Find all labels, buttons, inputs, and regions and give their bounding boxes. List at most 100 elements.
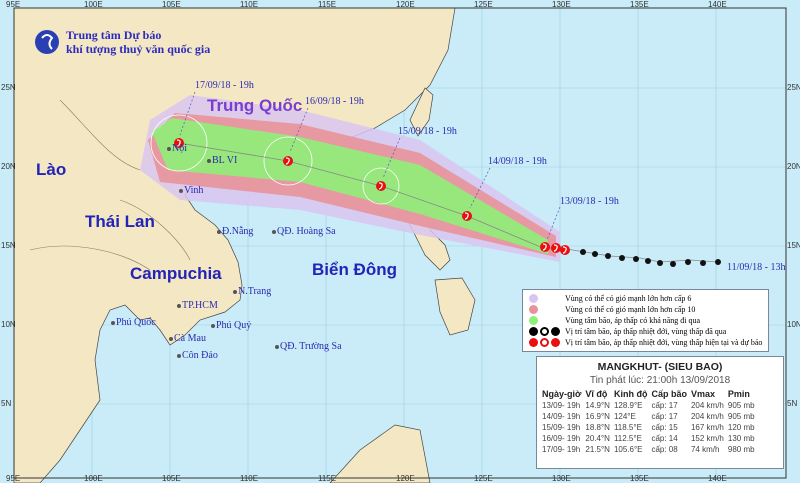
place-marker xyxy=(111,321,115,325)
table-cell: 21.5°N xyxy=(585,445,610,454)
place-label: Vinh xyxy=(184,185,204,196)
axis-bottom-label: 100E xyxy=(84,474,103,483)
place-marker xyxy=(177,354,181,358)
table-cell: cấp: 17 xyxy=(651,401,678,410)
table-cell: 14.9°N xyxy=(585,401,610,410)
past-storm-position-icon xyxy=(670,261,676,267)
axis-bottom-label: 130E xyxy=(552,474,571,483)
past-storm-position-icon xyxy=(619,255,625,261)
table-cell: 204 km/h xyxy=(690,412,724,421)
table-cell: 120 mb xyxy=(727,423,755,432)
label-bien-dong: Biển Đông xyxy=(312,260,397,279)
zone10-swatch xyxy=(529,305,538,314)
past-storm-position-icon xyxy=(592,251,598,257)
place-marker xyxy=(272,230,276,234)
table-cell: 118.5°E xyxy=(613,423,642,432)
axis-top-label: 120E xyxy=(396,0,415,9)
past-storm-position-icon xyxy=(605,253,611,259)
table-cell: 105.6°E xyxy=(613,445,643,454)
label-thai-lan: Thái Lan xyxy=(85,212,155,231)
table-cell: 204 km/h xyxy=(690,401,724,410)
axis-top-label: 140E xyxy=(708,0,727,9)
axis-right-label: 25N xyxy=(787,83,800,92)
place-marker xyxy=(167,147,171,151)
logo-emblem xyxy=(35,30,59,54)
axis-top-label: 105E xyxy=(162,0,181,9)
legend-label: Vùng tâm bão, áp thấp có khả năng đi qua xyxy=(565,316,701,325)
place-marker xyxy=(233,290,237,294)
place-marker xyxy=(179,189,183,193)
place-label: BL VI xyxy=(212,155,238,166)
forecast-table: Ngày-giờ Vĩ độ Kinh độ Cấp bão Vmax Pmin 13/09… xyxy=(542,389,759,455)
table-cell: 130 mb xyxy=(727,434,755,443)
past-storm-icons xyxy=(529,327,565,336)
zone6-swatch xyxy=(529,294,538,303)
legend-label: Vị trí tâm bão, áp thấp nhiệt đới, vùng … xyxy=(565,327,727,336)
center-swatch xyxy=(529,316,538,325)
track-date-label: 16/09/18 - 19h xyxy=(305,96,364,107)
legend-label: Vùng có thể có gió mạnh lớn hơn cấp 6 xyxy=(565,294,692,303)
column-header: Vĩ độ xyxy=(585,389,608,399)
track-date-label: 17/09/18 - 19h xyxy=(195,80,254,91)
track-date-label: 13/09/18 - 19h xyxy=(560,196,619,207)
table-cell: cấp: 08 xyxy=(651,445,678,454)
place-marker xyxy=(169,337,173,341)
place-label: Côn Đảo xyxy=(182,350,218,361)
storm-name: MANGKHUT- (SIEU BAO) xyxy=(597,361,723,373)
storm-position-icon xyxy=(560,245,570,255)
past-storm-position-icon xyxy=(657,260,663,266)
axis-bottom-label: 115E xyxy=(318,474,337,483)
past-storm-position-icon xyxy=(685,259,691,265)
place-marker xyxy=(207,159,211,163)
table-cell: 20.4°N xyxy=(585,434,610,443)
table-row: 14/09- 19h 16.9°N 124°E cấp: 17 204 km/h 905 … xyxy=(542,411,759,422)
column-header: Ngày-giờ xyxy=(542,389,582,399)
table-cell: 980 mb xyxy=(727,445,755,454)
table-cell: 167 km/h xyxy=(690,423,724,432)
legend-label: Vùng có thể có gió mạnh lớn hơn cấp 10 xyxy=(565,305,696,314)
table-cell: 14/09- 19h xyxy=(542,412,581,421)
axis-right-label: 5N xyxy=(787,399,798,408)
axis-top-label: 110E xyxy=(240,0,259,9)
label-lao: Lào xyxy=(36,160,67,179)
past-storm-position-icon xyxy=(580,249,586,255)
axis-top-label: 100E xyxy=(84,0,103,9)
logo: Trung tâm Dự báo khí tượng thuỷ văn quốc … xyxy=(34,28,210,56)
legend-label: Vị trí tâm bão, áp thấp nhiệt đới, vùng … xyxy=(565,338,763,347)
axis-top-label: 135E xyxy=(630,0,649,9)
org-line2: khí tượng thuỷ văn quốc gia xyxy=(66,42,211,56)
axis-left-label: 10N xyxy=(1,320,16,329)
land-visayas xyxy=(434,277,476,336)
place-label: Phú Quốc xyxy=(116,317,156,328)
zone-tam-bao xyxy=(152,118,548,254)
table-row: 16/09- 19h 20.4°N 112.5°E cấp: 14 152 km/h 13… xyxy=(542,433,759,444)
axis-top-label: 130E xyxy=(552,0,571,9)
axis-bottom-label: 105E xyxy=(162,474,181,483)
column-header: Cấp bão xyxy=(651,389,687,399)
table-cell: 905 mb xyxy=(727,401,755,410)
storm-position-icon xyxy=(540,242,550,252)
place-marker xyxy=(211,324,215,328)
axis-right-label: 10N xyxy=(787,320,800,329)
axis-left-label: 25N xyxy=(1,83,16,92)
axis-right-label: 15N xyxy=(787,241,800,250)
place-marker xyxy=(217,230,221,234)
table-cell: 15/09- 19h xyxy=(542,423,581,432)
table-cell: 124°E xyxy=(613,412,636,421)
storm-position-icon xyxy=(376,181,386,191)
table-row: 15/09- 19h 18.8°N 118.5°E cấp: 15 167 km/h 12… xyxy=(542,422,759,433)
org-line1: Trung tâm Dự báo xyxy=(66,28,162,42)
storm-position-icon xyxy=(174,138,184,148)
axis-bottom-label: 110E xyxy=(240,474,259,483)
table-cell: cấp: 15 xyxy=(651,423,678,432)
storm-position-icon xyxy=(283,156,293,166)
place-label: N.Trang xyxy=(238,286,272,297)
past-storm-position-icon xyxy=(700,260,706,266)
place-marker xyxy=(177,304,181,308)
table-cell: cấp: 17 xyxy=(651,412,678,421)
current-storm-icons xyxy=(529,338,565,347)
track-date-label: 11/09/18 - 13h xyxy=(727,262,786,273)
column-header: Kinh độ xyxy=(613,389,648,399)
axis-bottom-label: 125E xyxy=(474,474,493,483)
